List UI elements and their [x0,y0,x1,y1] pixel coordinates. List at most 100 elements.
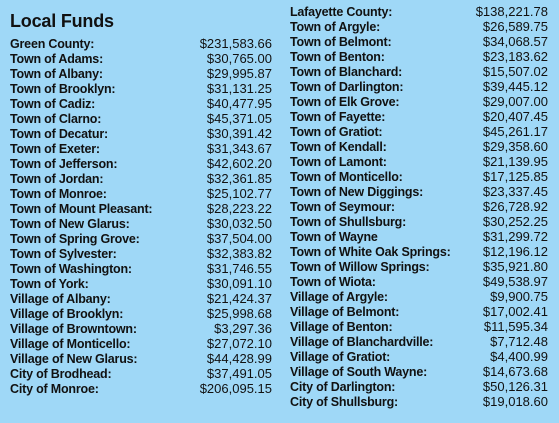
fund-amount: $30,391.42 [206,126,272,141]
fund-amount: $9,900.75 [490,289,548,304]
list-item: Town of Gratiot: $45,261.17 [290,124,548,139]
list-item: Town of New Diggings: $23,337.45 [290,184,548,199]
list-item: Green County: $231,583.66 [10,36,272,51]
list-item: Town of Exeter: $31,343.67 [10,141,272,156]
municipality-name: Village of Belmont: [290,305,400,319]
municipality-name: Town of Benton: [290,50,385,64]
list-item: Town of Argyle: $26,589.75 [290,19,548,34]
fund-amount: $15,507.02 [482,64,548,79]
fund-amount: $17,002.41 [482,304,548,319]
municipality-name: Village of Albany: [10,292,111,306]
municipality-name: Town of Gratiot: [290,125,383,139]
municipality-name: Town of White Oak Springs: [290,245,451,259]
fund-amount: $17,125.85 [482,169,548,184]
list-item: Village of Brooklyn: $25,998.68 [10,306,272,321]
list-item: Town of Decatur: $30,391.42 [10,126,272,141]
list-item: Village of Browntown: $3,297.36 [10,321,272,336]
fund-amount: $50,126.31 [482,379,548,394]
municipality-name: Town of New Diggings: [290,185,424,199]
list-item: Town of York: $30,091.10 [10,276,272,291]
municipality-name: Town of Cadiz: [10,97,96,111]
fund-amount: $29,358.60 [482,139,548,154]
fund-amount: $138,221.78 [475,4,548,19]
municipality-name: Green County: [10,37,95,51]
list-item: Village of Gratiot: $4,400.99 [290,349,548,364]
municipality-name: Lafayette County: [290,5,393,19]
fund-amount: $30,032.50 [206,216,272,231]
list-item: Town of Benton: $23,183.62 [290,49,548,64]
list-item: Town of Adams: $30,765.00 [10,51,272,66]
fund-amount: $31,299.72 [482,229,548,244]
municipality-name: Village of South Wayne: [290,365,428,379]
list-item: Town of Willow Springs: $35,921.80 [290,259,548,274]
fund-amount: $29,995.87 [206,66,272,81]
municipality-name: Town of Wayne [290,230,378,244]
fund-amount: $39,445.12 [482,79,548,94]
list-item: Town of Clarno: $45,371.05 [10,111,272,126]
fund-amount: $28,223.22 [206,201,272,216]
list-item: Town of Monroe: $25,102.77 [10,186,272,201]
municipality-name: Town of New Glarus: [10,217,130,231]
list-item: Town of Seymour: $26,728.92 [290,199,548,214]
fund-amount: $35,921.80 [482,259,548,274]
fund-amount: $40,477.95 [206,96,272,111]
list-item: Town of Darlington: $39,445.12 [290,79,548,94]
fund-amount: $19,018.60 [482,394,548,409]
fund-amount: $11,595.34 [483,319,548,334]
fund-amount: $20,407.45 [482,109,548,124]
list-item: Town of Cadiz: $40,477.95 [10,96,272,111]
municipality-name: Town of Albany: [10,67,103,81]
list-item: Village of South Wayne: $14,673.68 [290,364,548,379]
list-item: Village of Argyle: $9,900.75 [290,289,548,304]
fund-amount: $25,102.77 [206,186,272,201]
fund-amount: $31,131.25 [206,81,272,96]
list-item: Town of Jordan: $32,361.85 [10,171,272,186]
list-item: Village of Benton: $11,595.34 [290,319,548,334]
municipality-name: Town of Darlington: [290,80,404,94]
list-item: City of Monroe: $206,095.15 [10,381,272,396]
list-item: Town of Shullsburg: $30,252.25 [290,214,548,229]
list-item: Town of Sylvester: $32,383.82 [10,246,272,261]
municipality-name: Town of Jefferson: [10,157,118,171]
municipality-name: Town of Washington: [10,262,132,276]
fund-amount: $23,183.62 [482,49,548,64]
list-item: Town of New Glarus: $30,032.50 [10,216,272,231]
municipality-name: Village of Blanchardville: [290,335,434,349]
municipality-name: Town of Wiota: [290,275,376,289]
fund-amount: $4,400.99 [490,349,548,364]
fund-amount: $26,589.75 [482,19,548,34]
list-item: Town of Elk Grove: $29,007.00 [290,94,548,109]
fund-amount: $206,095.15 [199,381,272,396]
list-item: Town of Wiota: $49,538.97 [290,274,548,289]
fund-amount: $29,007.00 [482,94,548,109]
fund-amount: $21,139.95 [482,154,548,169]
municipality-name: Town of Willow Springs: [290,260,430,274]
municipality-name: Town of Spring Grove: [10,232,140,246]
list-item: Village of Blanchardville: $7,712.48 [290,334,548,349]
fund-amount: $42,602.20 [206,156,272,171]
list-item: Village of Monticello: $27,072.10 [10,336,272,351]
municipality-name: Town of Belmont: [290,35,392,49]
fund-amount: $32,383.82 [206,246,272,261]
left-funds-list: Green County: $231,583.66 Town of Adams: $3… [10,36,272,396]
list-item: Town of Brooklyn: $31,131.25 [10,81,272,96]
right-column: Lafayette County: $138,221.78 Town of Argy… [290,0,548,409]
fund-amount: $30,091.10 [206,276,272,291]
left-column: Local Funds Green County: $231,583.66 Town… [10,0,272,396]
list-item: City of Shullsburg: $19,018.60 [290,394,548,409]
fund-amount: $32,361.85 [206,171,272,186]
fund-amount: $45,371.05 [206,111,272,126]
municipality-name: Town of Monticello: [290,170,403,184]
list-item: Town of Lamont: $21,139.95 [290,154,548,169]
municipality-name: Town of York: [10,277,89,291]
list-item: Village of Albany: $21,424.37 [10,291,272,306]
list-item: Town of Monticello: $17,125.85 [290,169,548,184]
municipality-name: Village of Browntown: [10,322,137,336]
municipality-name: Town of Elk Grove: [290,95,400,109]
list-item: Town of Kendall: $29,358.60 [290,139,548,154]
list-item: Village of Belmont: $17,002.41 [290,304,548,319]
municipality-name: Village of Benton: [290,320,393,334]
municipality-name: Town of Lamont: [290,155,387,169]
fund-amount: $21,424.37 [206,291,272,306]
list-item: Town of Belmont: $34,068.57 [290,34,548,49]
